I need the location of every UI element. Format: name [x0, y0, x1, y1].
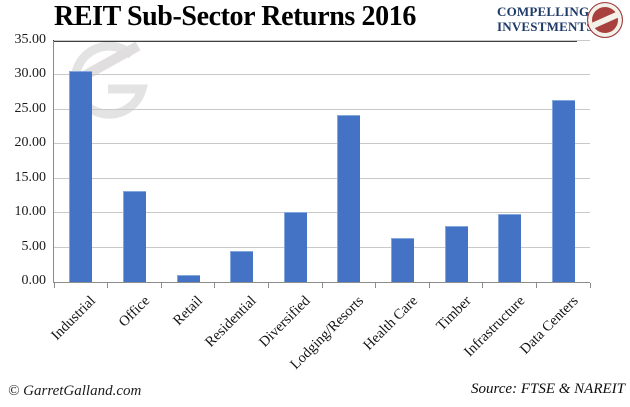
- gridline: [54, 74, 590, 76]
- x-axis-tick: [428, 283, 430, 288]
- x-axis-tick: [160, 283, 162, 288]
- bar-retail: [176, 275, 200, 282]
- source-text: Source: FTSE & NAREIT: [470, 381, 625, 397]
- x-axis-label: Retail: [170, 293, 207, 329]
- x-axis-tick: [482, 283, 484, 288]
- bar-data-centers: [551, 100, 575, 282]
- copyright-text: © GarretGalland.com: [8, 383, 142, 399]
- y-axis-tick-label: 0.00: [21, 273, 47, 288]
- gridline: [54, 40, 590, 41]
- x-axis-tick: [53, 283, 55, 288]
- page-title: REIT Sub-Sector Returns 2016: [54, 1, 416, 32]
- title-underline: [53, 40, 577, 42]
- y-axis-tick-label: 10.00: [14, 204, 47, 220]
- plot-area: [53, 40, 591, 288]
- gridline: [54, 177, 590, 179]
- gridline: [54, 246, 590, 248]
- gridline: [54, 108, 590, 110]
- y-axis-tick-label: 15.00: [14, 169, 47, 185]
- bar-lodging-resorts: [337, 115, 361, 282]
- x-axis-label: Office: [115, 293, 153, 331]
- logo-line-1: COMPELLING: [497, 4, 590, 19]
- x-axis-label: Industrial: [48, 293, 100, 344]
- y-axis-tick-label: 20.00: [14, 135, 47, 151]
- logo-seal-icon: [587, 2, 623, 38]
- y-axis-tick-label: 35.00: [14, 32, 47, 47]
- x-axis-label: Timber: [433, 293, 475, 335]
- y-axis-tick-label: 30.00: [14, 66, 47, 82]
- gridline: [54, 212, 590, 214]
- y-axis-tick-label: 5.00: [21, 238, 47, 254]
- bar-health-care: [390, 238, 414, 282]
- x-axis-tick: [589, 283, 591, 288]
- bar-office: [122, 191, 146, 282]
- bar-timber: [444, 226, 468, 282]
- compelling-investments-logo: COMPELLING INVESTMENTS: [497, 2, 630, 42]
- x-axis-label: Residential: [202, 293, 260, 351]
- x-axis-tick: [267, 283, 269, 288]
- x-axis-tick: [375, 283, 377, 288]
- logo-line-2: INVESTMENTS: [497, 19, 594, 34]
- x-axis-label: Health Care: [360, 293, 421, 354]
- x-axis-tick: [107, 283, 109, 288]
- y-axis-tick-label: 25.00: [14, 100, 47, 116]
- bar-diversified: [283, 212, 307, 282]
- seal-stripe: [591, 11, 620, 29]
- bar-industrial: [69, 71, 93, 282]
- bar-infrastructure: [498, 214, 522, 282]
- bar-residential: [230, 251, 254, 282]
- x-axis-tick: [321, 283, 323, 288]
- x-axis-tick: [214, 283, 216, 288]
- gridline: [54, 143, 590, 145]
- x-axis-tick: [535, 283, 537, 288]
